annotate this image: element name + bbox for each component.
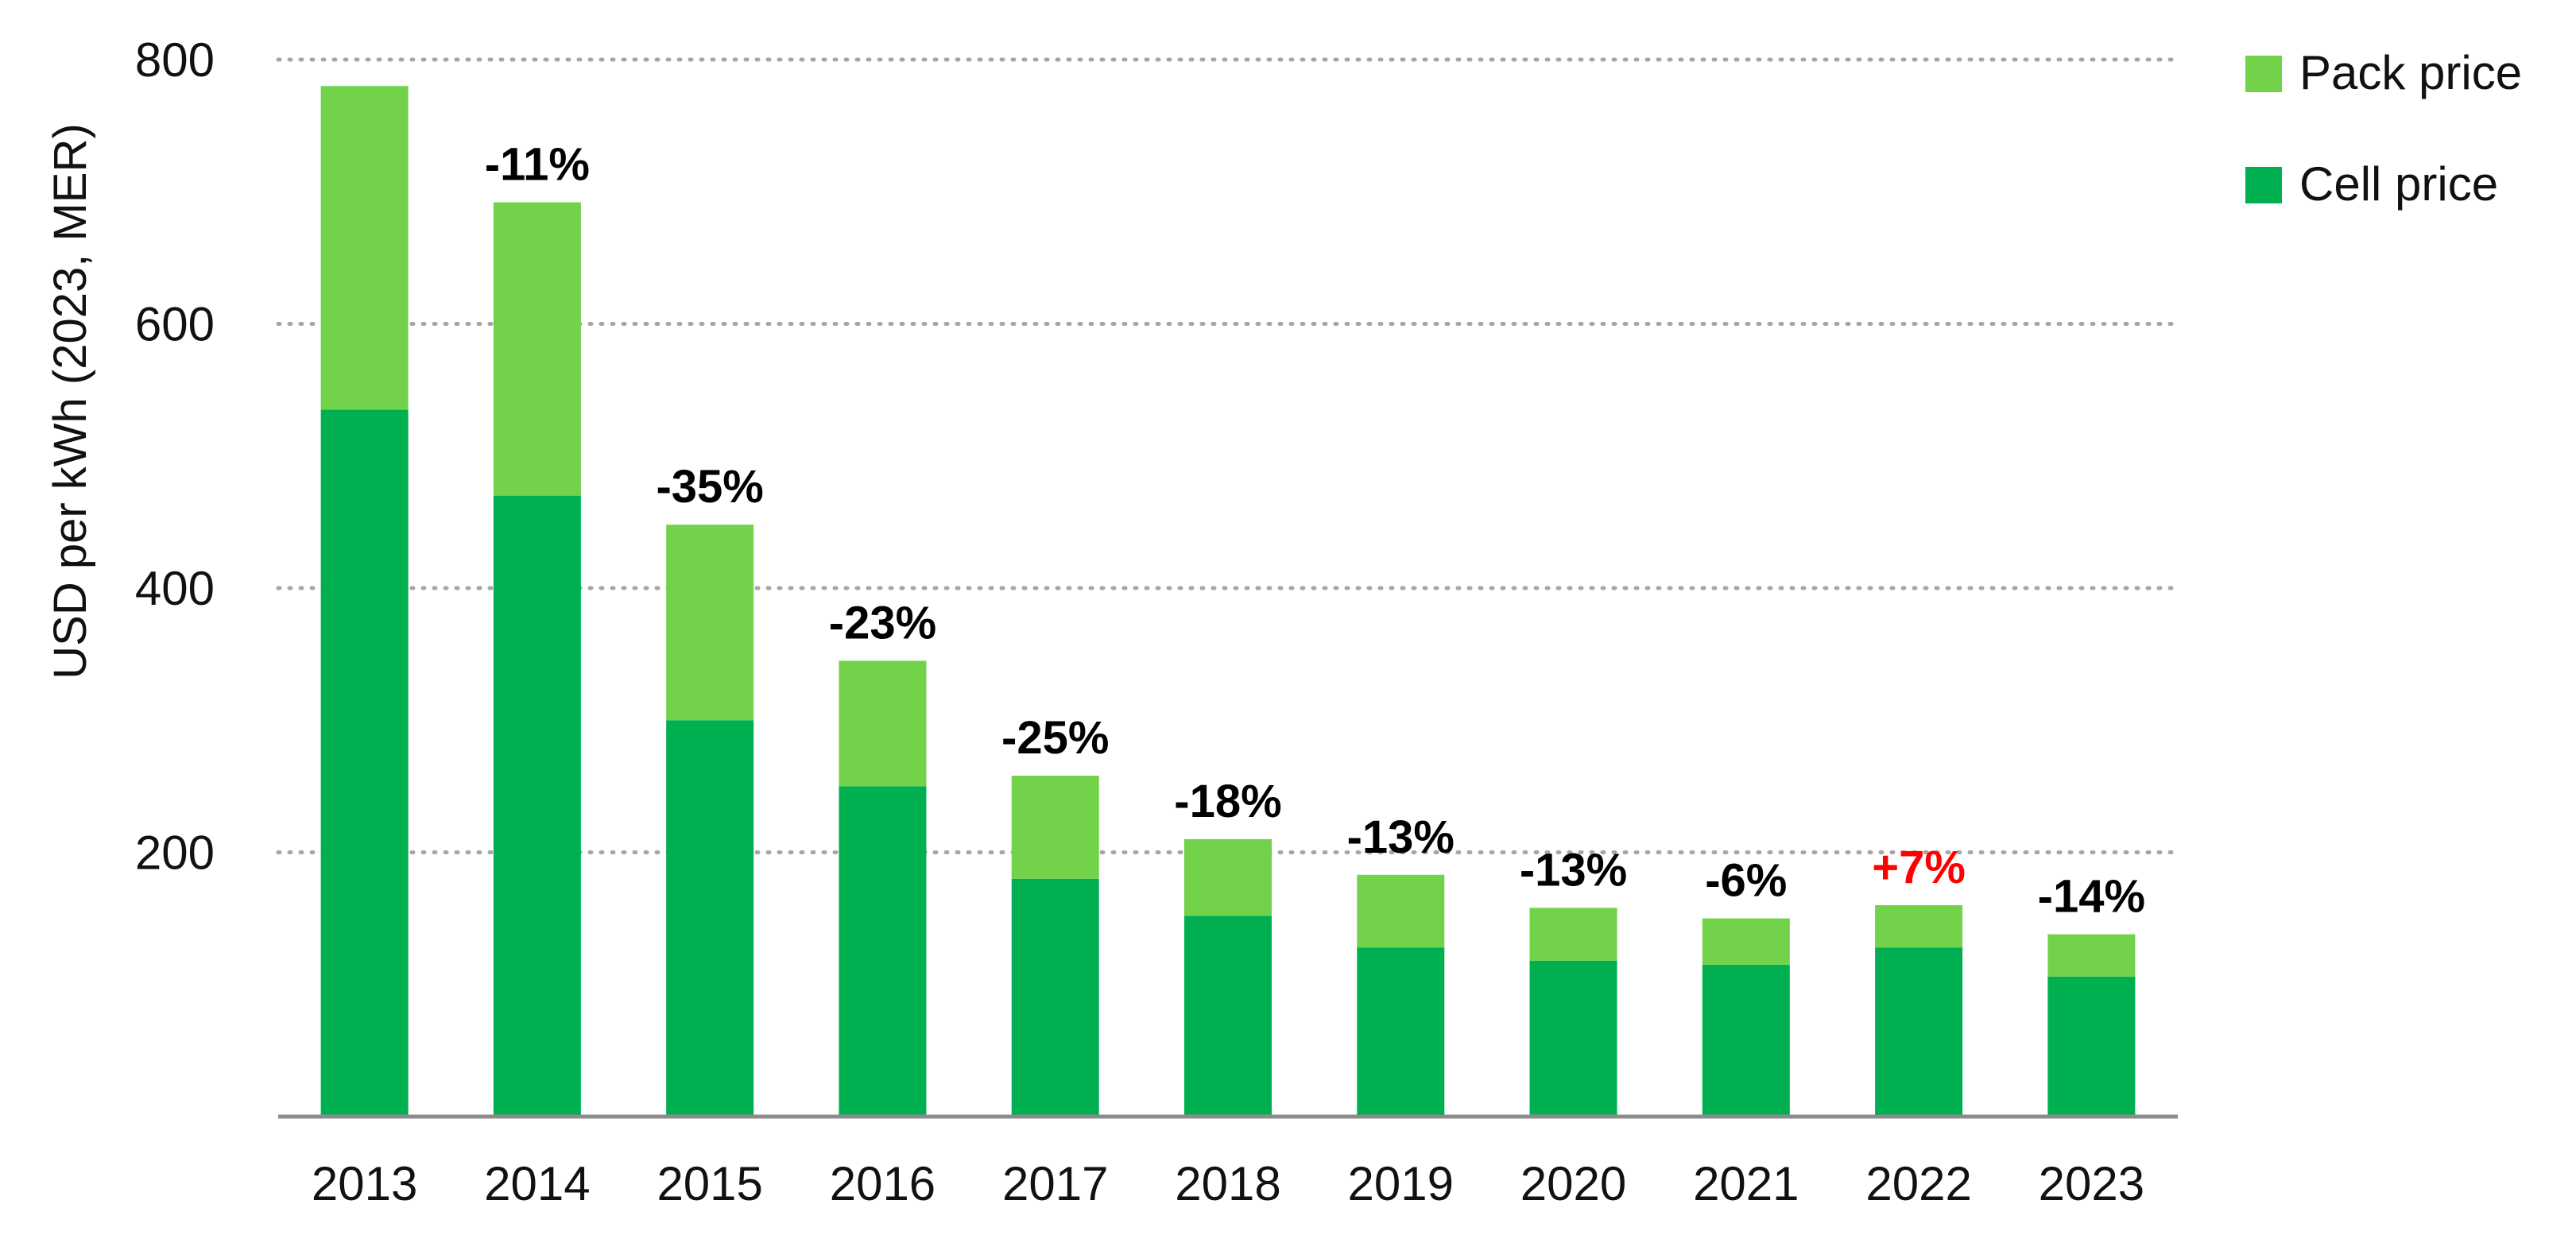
bar-pack-price-2018 [1184,838,1272,916]
bar-cell-price-2021 [1702,964,1790,1117]
bar-cell-price-2014 [493,495,581,1117]
x-tick-label: 2014 [484,1157,590,1210]
x-tick-label: 2023 [2039,1157,2144,1210]
change-label-2021: -6% [1705,855,1787,907]
y-tick-label: 400 [135,562,215,615]
gridlines [276,57,2180,854]
bar-pack-price-2015 [666,525,754,721]
change-label-2022: +7% [1872,842,1966,893]
change-label-2019: -13% [1347,811,1455,863]
change-label-2018: -18% [1174,776,1281,827]
change-label-2015: -35% [656,461,763,513]
legend-swatch-pack-price [2245,56,2282,92]
x-tick-label: 2019 [1348,1157,1454,1210]
bar-pack-price-2023 [2047,934,2136,977]
bar-pack-price-2013 [320,86,409,410]
bar-cell-price-2018 [1184,916,1272,1117]
x-tick-label: 2013 [312,1157,417,1210]
x-tick-label: 2017 [1002,1157,1108,1210]
bar-pack-price-2019 [1357,874,1445,948]
change-labels: -11% -35% -23% -25% -18% -13% -13% -6% +7% -14% [485,139,2145,923]
legend-label-pack-price: Pack price [2299,46,2522,99]
x-tick-label: 2020 [1520,1157,1626,1210]
y-axis-title: USD per kWh (2023, MER) [45,123,96,679]
change-label-2017: -25% [1001,712,1109,764]
bar-cell-price-2019 [1357,947,1445,1117]
y-tick-label: 600 [135,298,215,351]
bar-cell-price-2020 [1529,960,1617,1117]
change-label-2023: -14% [2038,871,2145,923]
bar-cell-price-2013 [320,409,409,1117]
bar-pack-price-2020 [1529,908,1617,961]
legend-label-cell-price: Cell price [2299,157,2498,211]
bar-cell-price-2023 [2047,976,2136,1117]
legend-swatch-cell-price [2245,167,2282,203]
bar-pack-price-2016 [839,660,927,787]
bar-cell-price-2015 [666,720,754,1117]
bars [320,86,2136,1117]
y-tick-label: 800 [135,33,215,87]
x-tick-labels: 2013 2014 2015 2016 2017 2018 2019 2020 2021 2022… [312,1157,2144,1210]
y-tick-label: 200 [135,827,215,880]
x-tick-label: 2021 [1693,1157,1799,1210]
x-tick-label: 2022 [1865,1157,1971,1210]
bar-pack-price-2021 [1702,918,1790,965]
change-label-2016: -23% [829,597,936,648]
bar-pack-price-2014 [493,202,581,496]
bar-pack-price-2017 [1011,776,1099,879]
change-label-2020: -13% [1520,844,1627,896]
y-tick-labels: 200 400 600 800 [135,33,215,880]
x-tick-label: 2018 [1175,1157,1280,1210]
bar-cell-price-2017 [1011,878,1099,1117]
legend: Pack price Cell price [2245,46,2522,211]
bar-pack-price-2022 [1875,905,1963,948]
x-tick-label: 2015 [657,1157,762,1210]
x-tick-label: 2016 [830,1157,935,1210]
bar-cell-price-2016 [839,786,927,1117]
change-label-2014: -11% [485,139,590,191]
bar-cell-price-2022 [1875,947,1963,1117]
